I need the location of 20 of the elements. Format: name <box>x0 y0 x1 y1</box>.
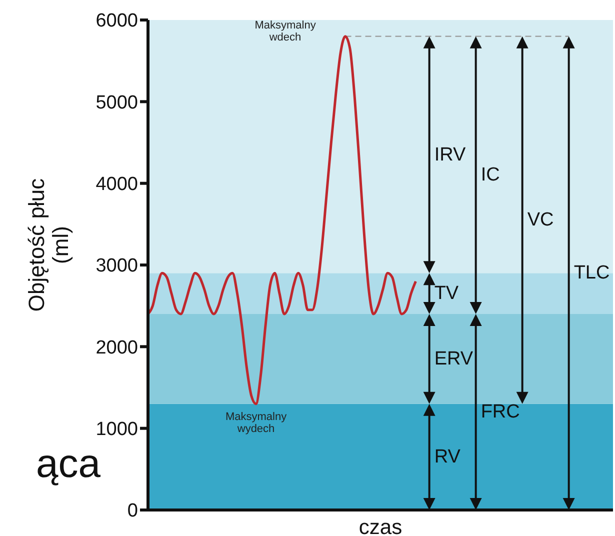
y-tick-label: 2000 <box>96 337 138 358</box>
y-tick-label: 3000 <box>96 256 138 277</box>
annotation: FRC <box>480 402 520 422</box>
x-axis-title: czas <box>358 516 402 536</box>
annotation: RV <box>434 446 461 468</box>
annotation: Maksymalny wydech <box>225 410 288 435</box>
text: ąca <box>36 442 100 486</box>
y-tick-label: 5000 <box>96 92 138 114</box>
annotation: VC <box>527 210 554 231</box>
y-tick-label: 6000 <box>96 10 138 32</box>
y-tick-label: 4000 <box>96 174 138 196</box>
annotation: TLC <box>574 262 610 284</box>
annotation: IC <box>480 164 500 186</box>
y-tick-label: 1000 <box>96 419 138 440</box>
y-axis-title: Objętość płuc (ml) <box>24 178 73 312</box>
annotation: TV <box>434 283 459 304</box>
y-tick-label: 0 <box>127 500 138 522</box>
annotation: IRV <box>434 144 466 166</box>
annotation: ERV <box>434 348 474 370</box>
annotation: Maksymalny wdech <box>254 19 316 44</box>
